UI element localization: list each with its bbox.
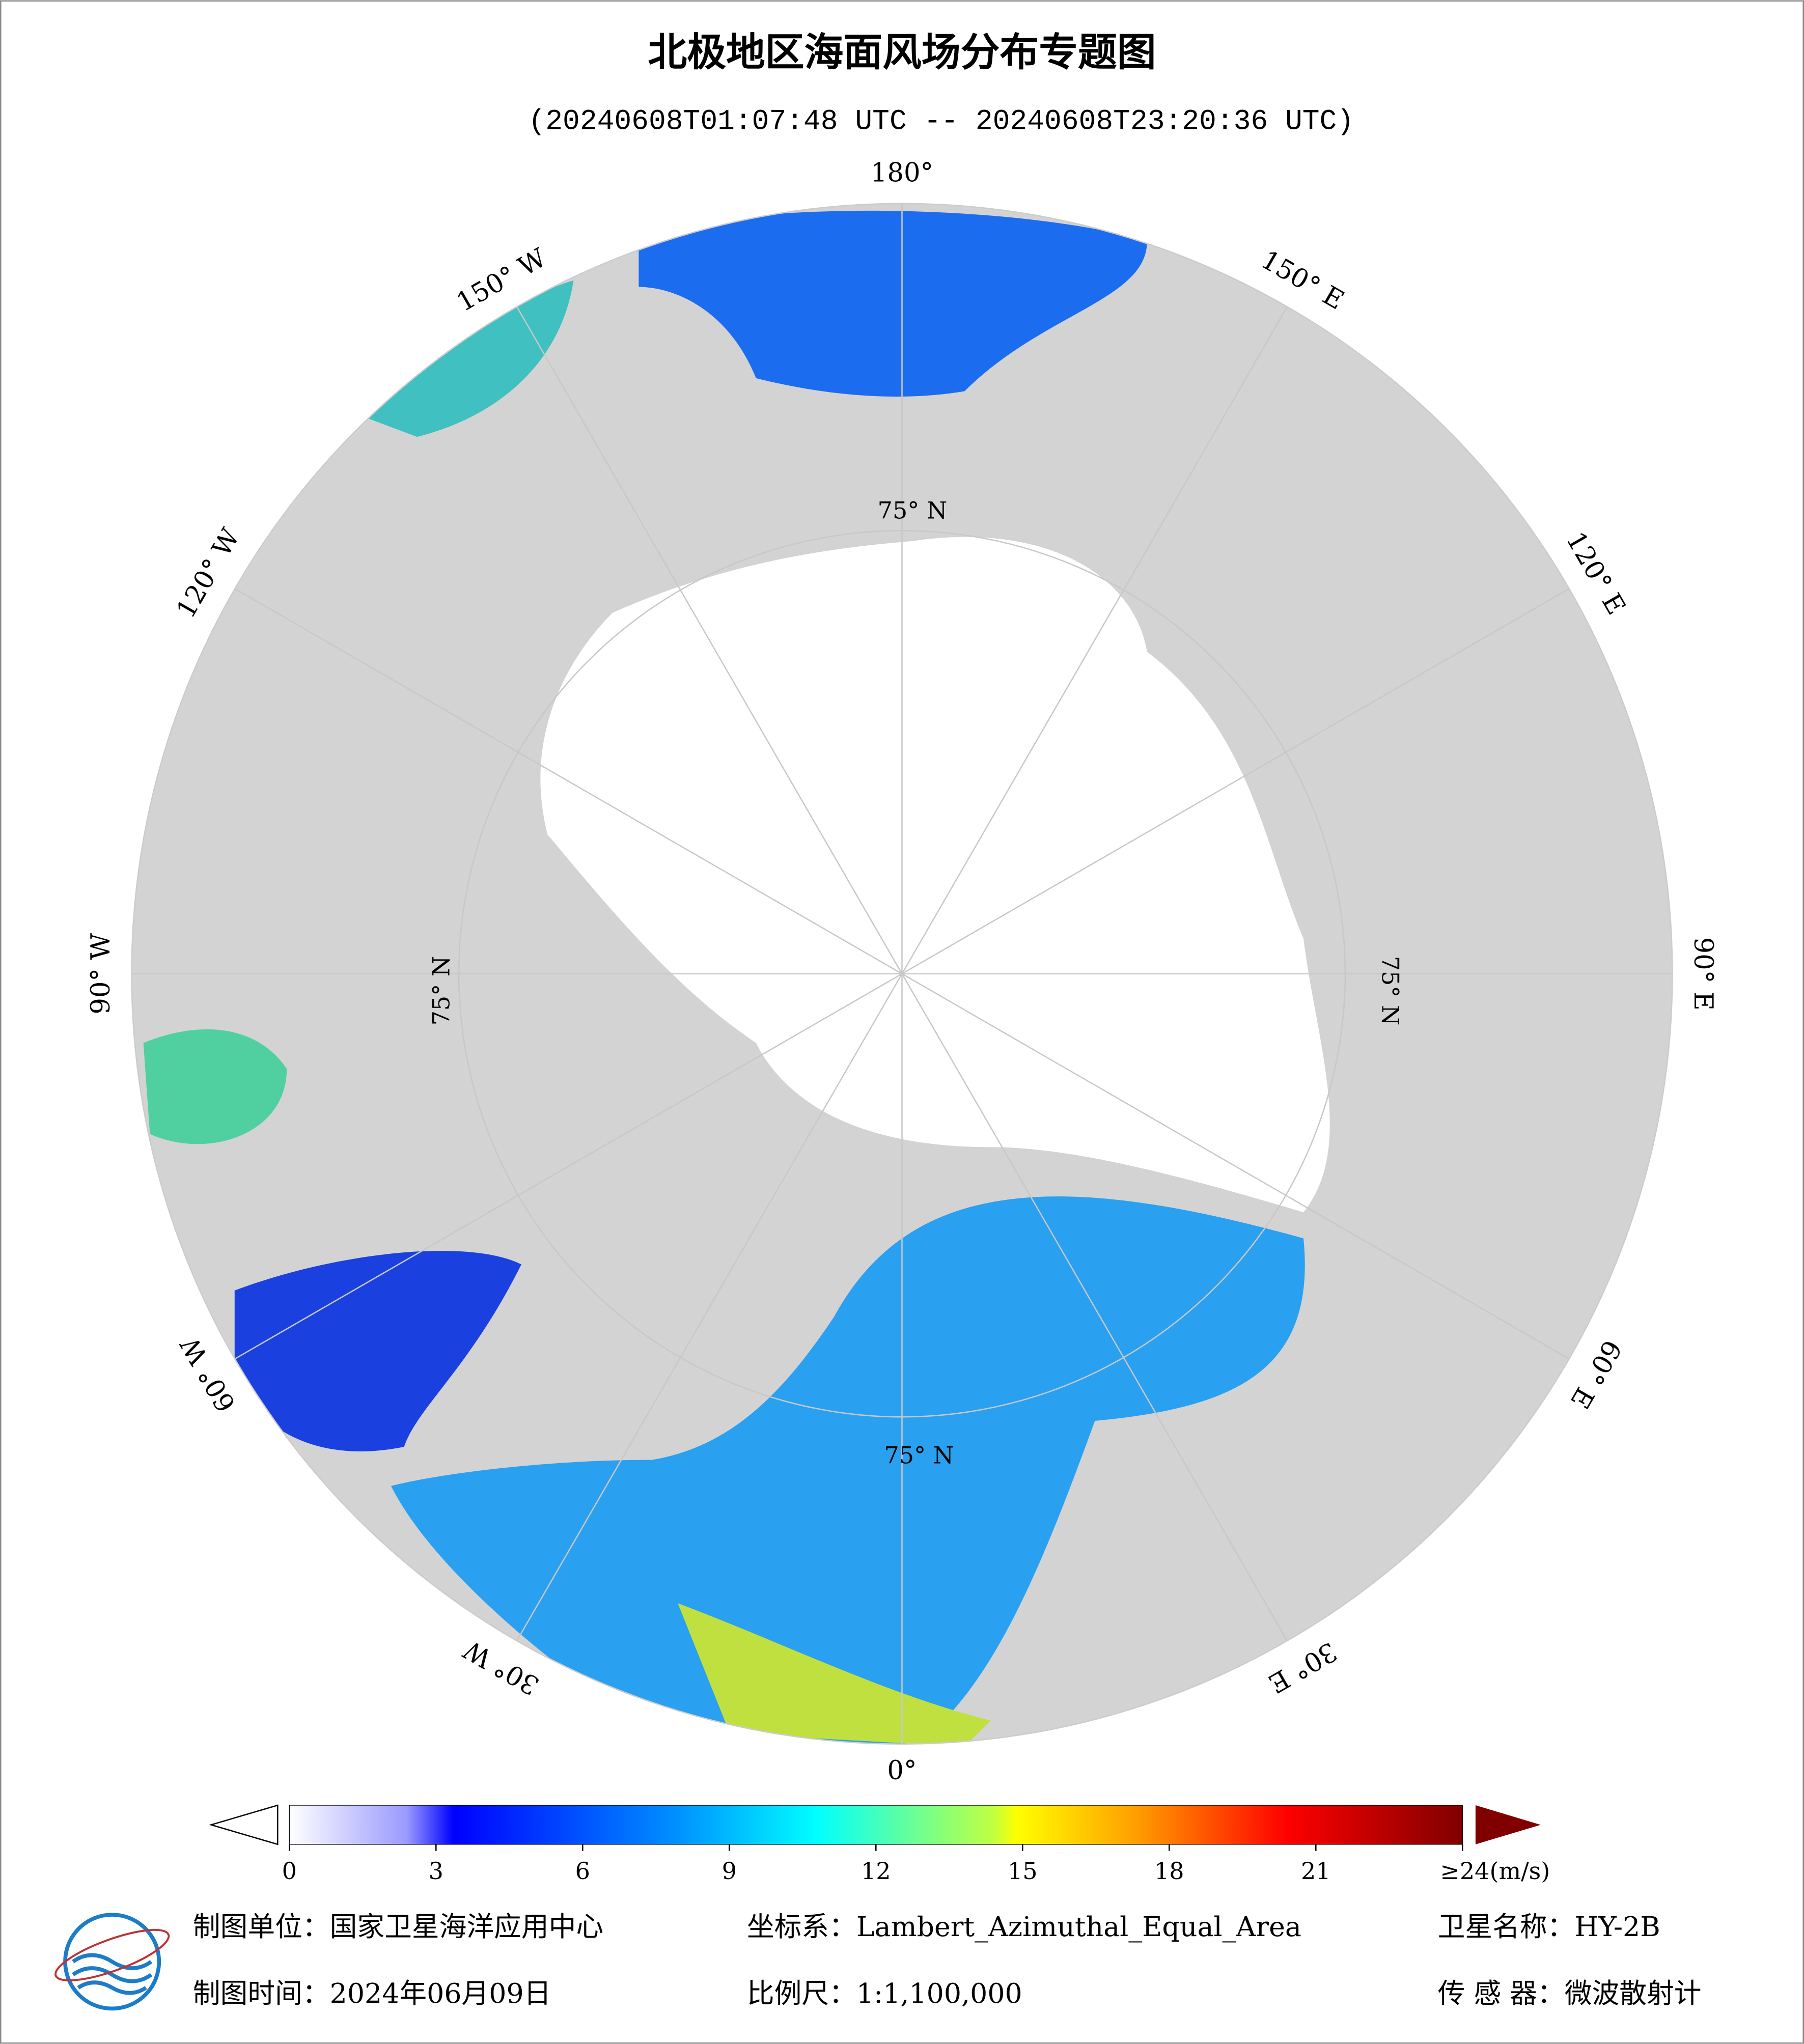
subtitle: (20240608T01:07:48 UTC -- 20240608T23:20… xyxy=(528,105,1354,137)
meridian xyxy=(901,588,1570,974)
meridian xyxy=(516,973,903,1641)
meridian xyxy=(901,306,1288,974)
footer-item: 制图单位：国家卫星海洋应用中心 xyxy=(193,1911,603,1943)
footer-item: 制图时间：2024年06月09日 xyxy=(193,1977,551,2009)
colorbar-tick-label: 12 xyxy=(861,1857,891,1885)
colorbar-tick-label: 21 xyxy=(1301,1857,1331,1885)
footer-item: 卫星名称：HY-2B xyxy=(1438,1911,1660,1943)
colorbar-max-arrow xyxy=(1475,1805,1541,1844)
footer-item: 传 感 器：微波散射计 xyxy=(1438,1977,1702,2009)
longitude-label: 180° xyxy=(871,158,933,188)
wind-field xyxy=(365,280,574,437)
latitude-label: 75° N xyxy=(884,1442,954,1469)
colorbar-tick-label: 0 xyxy=(282,1857,297,1885)
parallel-75n xyxy=(458,530,1346,1418)
latitude-label: 75° N xyxy=(1376,956,1404,1026)
colorbar-min-arrow xyxy=(209,1804,279,1845)
meridian xyxy=(234,588,903,974)
latitude-label: 75° N xyxy=(878,497,948,524)
logo xyxy=(54,1913,170,2011)
colorbar-tick-label: 6 xyxy=(575,1857,590,1885)
title: 北极地区海面风场分布专题图 xyxy=(648,30,1156,75)
sea-ice xyxy=(540,537,1330,1213)
wind-field xyxy=(639,210,1147,397)
footer-item: 坐标系：Lambert_Azimuthal_Equal_Area xyxy=(747,1911,1301,1943)
map-border xyxy=(131,203,1673,1745)
map xyxy=(131,203,1673,1744)
meridian xyxy=(234,973,903,1360)
wind-field xyxy=(391,1196,1305,1744)
colorbar xyxy=(289,1805,1463,1845)
meridian xyxy=(901,973,1570,1360)
longitude-label: 90° W xyxy=(86,933,116,1015)
longitude-label: 0° xyxy=(887,1755,917,1786)
colorbar-tick-label: 15 xyxy=(1008,1857,1038,1885)
meridian xyxy=(516,306,903,974)
meridian xyxy=(901,973,1288,1641)
footer-item: 比例尺：1:1,100,000 xyxy=(747,1977,1022,2009)
wind-field xyxy=(234,1251,521,1451)
colorbar-tick-label: 18 xyxy=(1154,1857,1184,1885)
latitude-label: 75° N xyxy=(427,956,455,1026)
colorbar-tick-label: 3 xyxy=(429,1857,443,1885)
colorbar-tick-label: 9 xyxy=(722,1857,737,1885)
colorbar-tick-label: ≥24(m/s) xyxy=(1440,1857,1550,1885)
longitude-label: 90° E xyxy=(1688,937,1718,1011)
wind-field xyxy=(678,1603,991,1744)
wind-field xyxy=(143,1029,287,1144)
